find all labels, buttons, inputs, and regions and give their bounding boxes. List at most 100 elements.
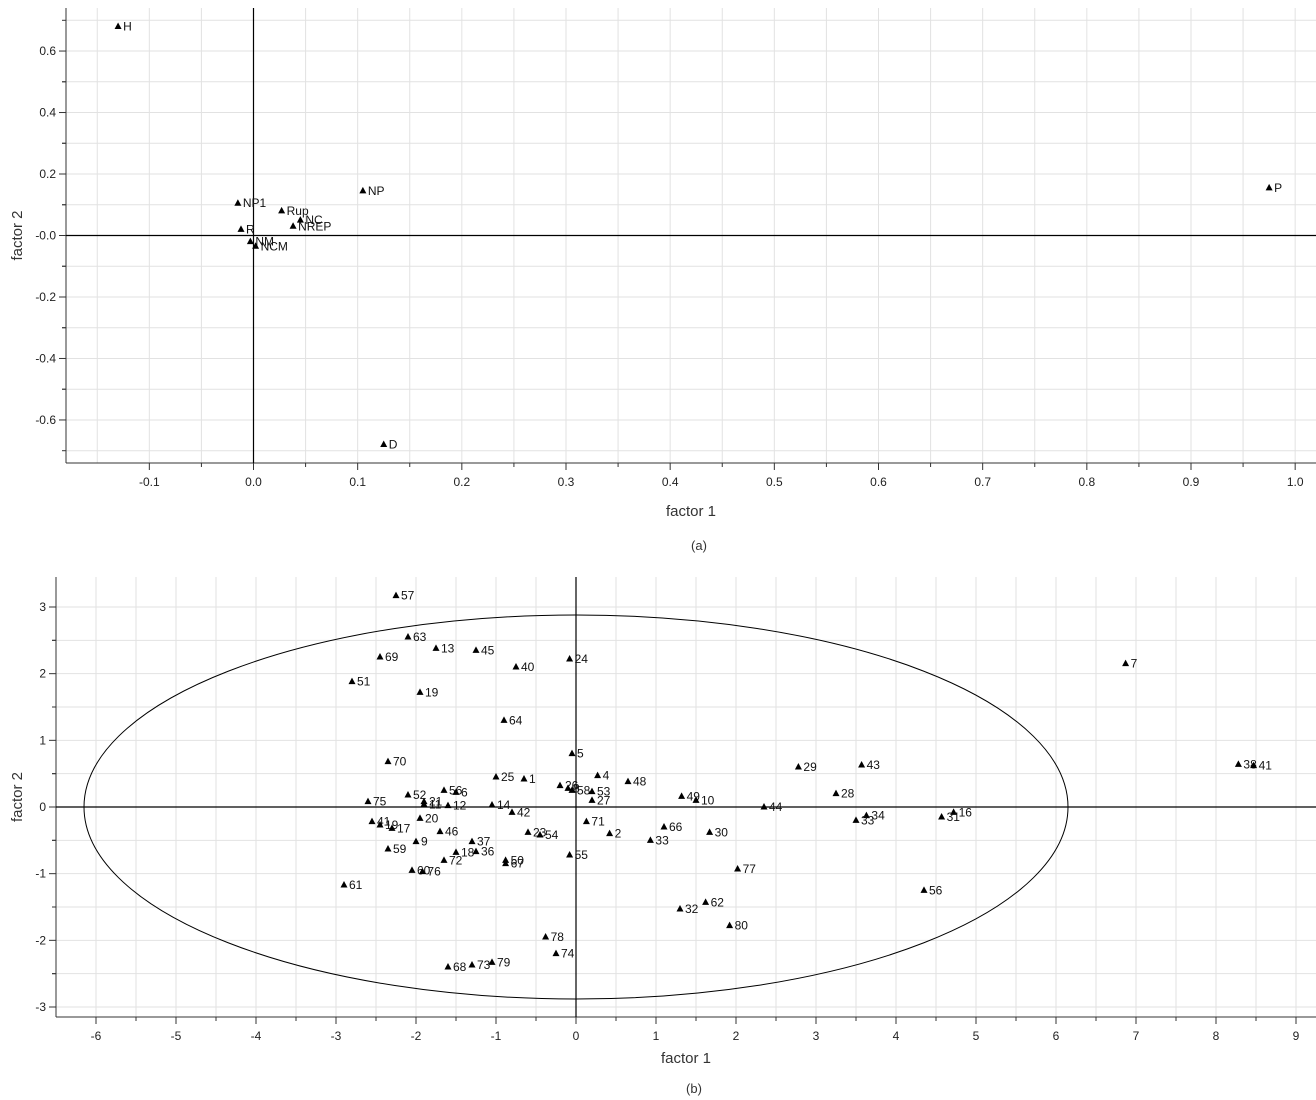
- point-label: NP1: [243, 196, 267, 210]
- triangle-marker: [568, 749, 576, 757]
- triangle-marker: [340, 881, 348, 888]
- triangle-marker: [552, 949, 560, 957]
- point-label: 56: [929, 883, 943, 897]
- triangle-marker: [472, 847, 480, 855]
- data-point: 33: [852, 813, 875, 827]
- triangle-marker: [452, 788, 460, 795]
- point-label: 33: [655, 833, 669, 847]
- triangle-marker: [404, 633, 412, 640]
- triangle-marker: [492, 773, 500, 780]
- y-tick-label: -2: [35, 933, 46, 947]
- data-point: NP: [359, 184, 385, 198]
- point-label: 76: [427, 865, 441, 879]
- point-label: 80: [735, 919, 749, 933]
- data-point: 55: [566, 848, 588, 862]
- data-point: 78: [542, 930, 564, 944]
- point-label: 42: [517, 805, 531, 819]
- point-label: 5: [577, 747, 584, 761]
- data-point: 80: [726, 919, 748, 933]
- point-label: 25: [501, 770, 515, 784]
- triangle-marker: [278, 206, 286, 214]
- point-label: 64: [509, 713, 523, 727]
- point-label: 54: [545, 828, 559, 842]
- y-tick-label: 3: [39, 600, 46, 614]
- data-point: 29: [794, 760, 817, 774]
- point-label: NREP: [298, 219, 331, 233]
- data-point: 69: [376, 650, 399, 664]
- triangle-marker: [392, 591, 400, 599]
- figure-caption: (a): [691, 538, 707, 553]
- triangle-marker: [556, 781, 564, 789]
- triangle-marker: [472, 646, 480, 653]
- x-tick-label: 0.7: [974, 475, 991, 489]
- y-tick-label: -3: [35, 1000, 46, 1014]
- data-point: 50: [502, 853, 524, 867]
- data-point: D: [380, 438, 398, 452]
- triangle-marker: [296, 216, 304, 223]
- y-tick-label: -0.6: [35, 413, 56, 427]
- triangle-marker: [502, 859, 510, 867]
- triangle-marker: [418, 867, 426, 875]
- y-tick-label: -0.4: [35, 351, 56, 365]
- triangle-marker: [734, 865, 742, 872]
- triangle-marker: [380, 440, 388, 448]
- point-label: NM: [255, 235, 274, 249]
- triangle-marker: [582, 817, 590, 825]
- triangle-marker: [384, 757, 392, 765]
- x-tick-label: 1.0: [1287, 475, 1304, 489]
- data-point: 13: [432, 641, 455, 655]
- triangle-marker: [364, 797, 372, 805]
- point-label: 77: [743, 862, 757, 876]
- x-tick-label: -4: [251, 1029, 262, 1043]
- data-point: 41: [1250, 759, 1272, 773]
- data-point: 48: [624, 775, 647, 789]
- y-axis-title: factor 2: [9, 210, 26, 260]
- point-label: 58: [577, 783, 591, 797]
- point-label: 30: [715, 825, 729, 839]
- data-point: 31: [938, 810, 960, 824]
- point-label: H: [123, 19, 132, 33]
- triangle-marker: [388, 824, 396, 831]
- point-label: 72: [449, 853, 463, 867]
- point-label: 36: [481, 845, 495, 859]
- point-label: 33: [861, 813, 875, 827]
- triangle-marker: [420, 800, 428, 807]
- data-point: 56: [920, 883, 943, 897]
- point-label: 14: [497, 798, 511, 812]
- triangle-marker: [368, 817, 376, 825]
- x-axis-title: factor 1: [661, 1050, 711, 1067]
- data-point: 42: [508, 805, 531, 819]
- point-label: 17: [397, 821, 411, 835]
- triangle-marker: [726, 921, 734, 929]
- triangle-marker: [606, 829, 614, 837]
- triangle-marker: [234, 199, 242, 206]
- point-label: 32: [685, 902, 699, 916]
- point-label: 73: [477, 958, 491, 972]
- point-label: Rup: [287, 204, 309, 218]
- point-label: 59: [393, 842, 407, 856]
- data-point: 43: [858, 758, 880, 772]
- point-label: 78: [551, 930, 565, 944]
- data-point: 58: [568, 783, 591, 797]
- data-point: 59: [384, 842, 407, 856]
- point-label: 18: [461, 845, 475, 859]
- x-tick-label: 6: [1053, 1029, 1060, 1043]
- y-tick-label: 0.2: [39, 167, 56, 181]
- y-tick-label: 0.4: [39, 106, 56, 120]
- data-point: 57: [392, 589, 415, 603]
- x-tick-label: 0.3: [558, 475, 575, 489]
- point-label: 53: [597, 785, 611, 799]
- data-point: NP1: [234, 196, 267, 210]
- point-label: 9: [421, 835, 428, 849]
- triangle-marker: [488, 801, 496, 808]
- x-tick-label: 8: [1213, 1029, 1220, 1043]
- data-point: 16: [950, 805, 972, 819]
- data-point: 11: [420, 797, 442, 811]
- x-tick-label: 2: [733, 1029, 740, 1043]
- triangle-marker: [384, 845, 392, 852]
- triangle-marker: [660, 823, 668, 830]
- triangle-marker: [252, 242, 260, 249]
- triangle-marker: [1234, 760, 1242, 767]
- data-point: 24: [566, 652, 588, 666]
